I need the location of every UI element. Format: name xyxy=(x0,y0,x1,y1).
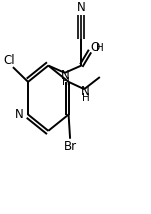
Text: N: N xyxy=(15,108,24,121)
Text: N: N xyxy=(77,1,86,14)
Text: H: H xyxy=(62,77,69,87)
Text: Br: Br xyxy=(64,140,77,153)
Text: N: N xyxy=(81,85,90,98)
Text: O: O xyxy=(90,41,99,54)
Text: Cl: Cl xyxy=(3,54,15,67)
Text: H: H xyxy=(96,43,104,53)
Text: H: H xyxy=(82,93,90,103)
Text: N: N xyxy=(61,70,70,82)
